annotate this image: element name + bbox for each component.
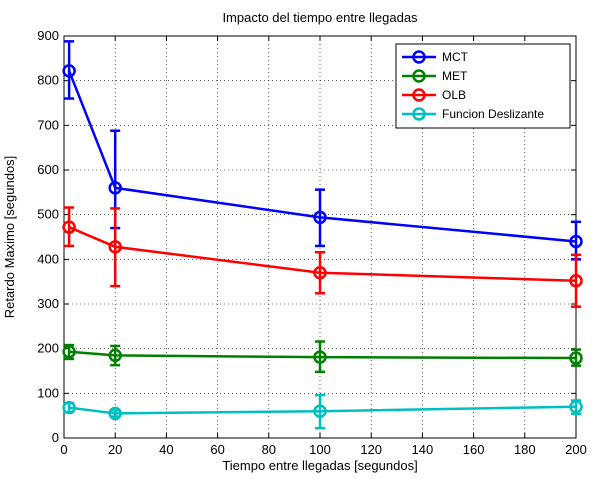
- legend-label: Funcion Deslizante: [442, 107, 544, 121]
- series-line: [69, 350, 577, 360]
- series-line: [68, 226, 577, 283]
- data-point: [569, 274, 583, 288]
- x-tick-label: 80: [262, 442, 276, 457]
- series-met: [62, 340, 583, 374]
- legend-swatch-marker: [412, 107, 426, 121]
- legend-label: MET: [442, 69, 468, 83]
- x-tick-label: 40: [159, 442, 173, 457]
- x-tick-label: 200: [565, 442, 587, 457]
- series-layer: [62, 40, 583, 430]
- x-tick-label: 140: [412, 442, 434, 457]
- y-tick-label: 500: [37, 207, 59, 222]
- legend-swatch-marker: [412, 88, 426, 102]
- x-axis-label: Tiempo entre llegadas [segundos]: [222, 458, 417, 473]
- data-point: [108, 406, 122, 421]
- data-point: [62, 64, 76, 78]
- axis-ticks: 0 20 40 60 80 100 120 140 160 180 200 0 100 200 300 400…: [37, 28, 587, 457]
- data-point: [569, 399, 583, 414]
- x-tick-label: 180: [514, 442, 536, 457]
- legend: MCT MET OLB Funcion Deslizante: [395, 43, 571, 129]
- y-tick-label: 300: [37, 296, 59, 311]
- data-point: [62, 345, 76, 359]
- series-funcion-deslizante: [62, 393, 583, 430]
- y-tick-label: 100: [37, 385, 59, 400]
- series-olb: [62, 206, 583, 308]
- data-point: [62, 400, 76, 415]
- legend-swatch-marker: [412, 69, 426, 83]
- x-tick-label: 160: [463, 442, 485, 457]
- y-tick-label: 400: [37, 251, 59, 266]
- data-point: [569, 351, 583, 365]
- y-tick-label: 600: [37, 162, 59, 177]
- series-line: [67, 70, 577, 243]
- legend-label: MCT: [442, 50, 469, 64]
- data-point: [313, 350, 327, 364]
- data-point: [62, 220, 76, 234]
- series-line: [68, 405, 577, 415]
- data-point: [569, 234, 583, 249]
- legend-swatch-marker: [412, 50, 426, 64]
- data-point: [313, 265, 327, 280]
- x-tick-label: 0: [60, 442, 67, 457]
- x-tick-label: 100: [309, 442, 331, 457]
- data-point: [108, 240, 122, 254]
- data-point: [313, 210, 327, 225]
- x-tick-label: 60: [210, 442, 224, 457]
- x-tick-label: 120: [360, 442, 382, 457]
- y-tick-label: 0: [52, 430, 59, 445]
- data-point: [108, 348, 122, 363]
- legend-label: OLB: [442, 88, 466, 102]
- y-tick-label: 200: [37, 341, 59, 356]
- data-point: [108, 181, 122, 195]
- y-tick-label: 700: [37, 117, 59, 132]
- chart-title: Impacto del tiempo entre llegadas: [222, 10, 418, 25]
- y-tick-label: 800: [37, 73, 59, 88]
- y-tick-label: 900: [37, 28, 59, 43]
- data-point: [313, 404, 327, 418]
- y-axis-label: Retardo Maximo [segundos]: [2, 156, 17, 319]
- x-tick-label: 20: [108, 442, 122, 457]
